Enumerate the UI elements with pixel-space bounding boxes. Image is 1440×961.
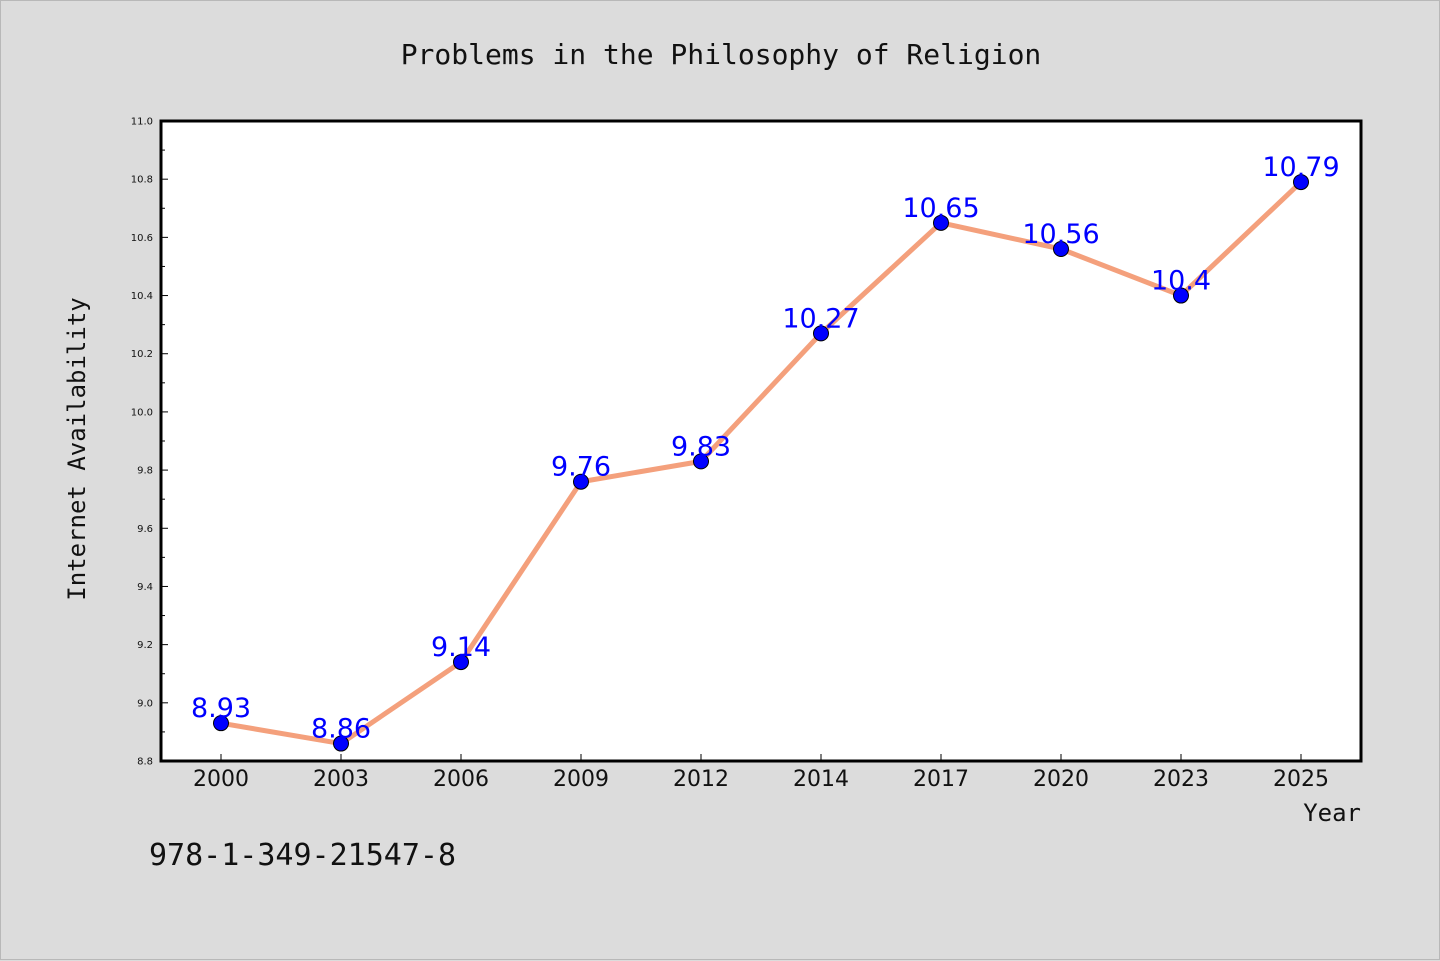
x-axis-ticks: 2000 2003 2006 2009 2012 2014 2017 2020 2023 2025	[193, 754, 1329, 792]
data-label: 10.27	[782, 303, 859, 334]
plot-frame	[159, 119, 1363, 763]
data-point	[1293, 174, 1309, 191]
x-tick-label: 2009	[553, 767, 609, 792]
y-axis-label: Internet Availability	[63, 297, 91, 600]
y-tick-label: 8.8	[137, 757, 153, 768]
data-label: 9.76	[551, 452, 611, 483]
data-point	[933, 214, 949, 231]
data-label: 9.14	[431, 632, 491, 663]
data-label: 10.65	[902, 193, 979, 224]
data-label: 9.83	[671, 431, 731, 462]
data-labels: 8.93 8.86 9.14 9.76 9.83 10.27 10.65 10.56 10.4 1…	[191, 152, 1340, 744]
x-tick-label: 2003	[313, 767, 369, 792]
y-tick-label: 11.0	[131, 117, 153, 128]
x-tick-label: 2014	[793, 767, 849, 792]
x-tick-label: 2006	[433, 767, 489, 792]
data-point	[1173, 287, 1189, 304]
isbn-text: 978-1-349-21547-8	[149, 838, 456, 873]
data-label: 8.86	[311, 714, 371, 745]
x-tick-label: 2012	[673, 767, 729, 792]
y-tick-label: 10.4	[131, 291, 153, 302]
y-tick-label: 9.4	[137, 582, 153, 593]
y-tick-label: 9.6	[137, 524, 153, 535]
data-point	[573, 473, 589, 490]
y-tick-label: 10.8	[131, 175, 153, 186]
x-axis-label: Year	[1303, 799, 1361, 827]
x-tick-label: 2020	[1033, 767, 1089, 792]
data-label: 10.4	[1151, 266, 1211, 297]
data-point	[1053, 241, 1069, 257]
y-tick-label: 10.6	[131, 233, 153, 244]
x-tick-label: 2017	[913, 767, 969, 792]
series-line	[218, 179, 1304, 747]
data-label: 10.56	[1022, 219, 1099, 250]
y-tick-label: 9.8	[137, 466, 153, 477]
data-point	[213, 715, 229, 732]
data-point	[333, 735, 349, 752]
plot-area	[161, 121, 1361, 761]
data-label: 10.79	[1262, 152, 1339, 183]
chart-title: Problems in the Philosophy of Religion	[401, 38, 1042, 71]
series-polyline	[218, 179, 1304, 747]
y-tick-label: 9.2	[137, 640, 153, 651]
data-point	[813, 325, 829, 342]
data-label: 8.93	[191, 693, 251, 724]
x-tick-label: 2025	[1273, 767, 1329, 792]
series-markers	[213, 174, 1309, 752]
y-tick-label: 10.0	[131, 407, 153, 418]
y-tick-label: 9.0	[137, 698, 153, 709]
x-tick-label: 2023	[1153, 767, 1209, 792]
x-tick-label: 2000	[193, 767, 249, 792]
data-point	[453, 654, 469, 671]
y-axis-ticks: 8.8 9.0 9.2 9.4 9.6 9.8 10.0 10.2 10.4 10.6 10.8 11…	[131, 117, 168, 768]
y-tick-label: 10.2	[131, 349, 153, 360]
data-point	[693, 453, 709, 470]
